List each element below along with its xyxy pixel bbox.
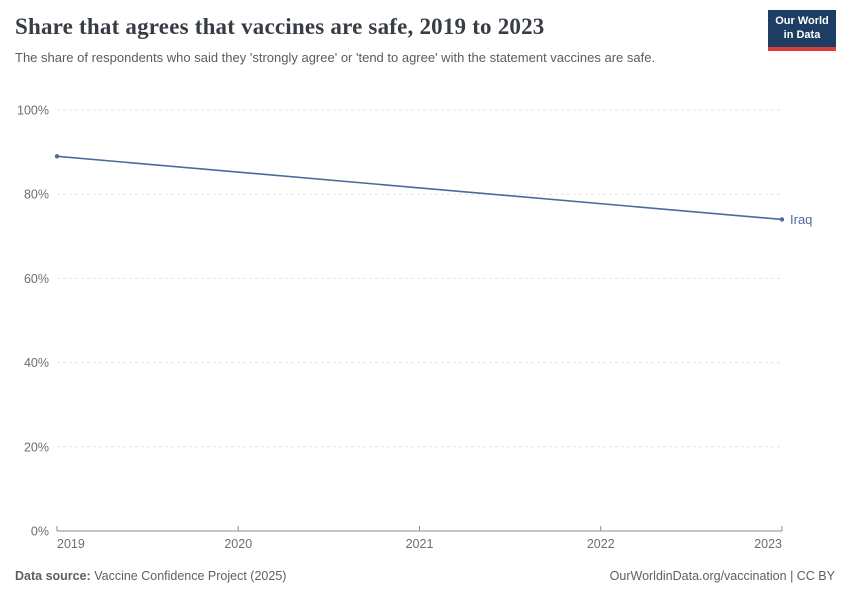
chart-footer: Data source: Vaccine Confidence Project … (15, 569, 835, 583)
data-point-iraq-2023[interactable] (779, 217, 785, 222)
x-tick-label-2022: 2022 (587, 537, 615, 551)
x-tick-label-2021: 2021 (406, 537, 434, 551)
y-tick-label-60: 60% (24, 272, 49, 286)
y-tick-label-100: 100% (17, 104, 49, 118)
data-source-value: Vaccine Confidence Project (2025) (90, 569, 287, 583)
y-tick-label-40: 40% (24, 356, 49, 370)
y-tick-label-20: 20% (24, 440, 49, 454)
data-source: Data source: Vaccine Confidence Project … (15, 569, 286, 583)
chart-title: Share that agrees that vaccines are safe… (15, 14, 545, 39)
owid-logo[interactable]: Our World in Data (768, 10, 836, 51)
series-end-label-iraq[interactable]: Iraq (790, 212, 812, 227)
x-tick-label-2023: 2023 (754, 537, 782, 551)
series-line-iraq[interactable] (56, 155, 783, 221)
data-point-iraq-2019[interactable] (54, 154, 60, 159)
attribution-link[interactable]: OurWorldinData.org/vaccination | CC BY (609, 569, 835, 583)
owid-logo-line1: Our World (775, 15, 829, 27)
y-tick-label-80: 80% (24, 188, 49, 202)
line-chart[interactable]: 0% 20% 40% 60% 80% 100% 2019 2020 2021 2022 2023 Ir… (0, 100, 850, 560)
x-tick-label-2020: 2020 (224, 537, 252, 551)
x-tick-label-2019: 2019 (57, 537, 85, 551)
y-tick-label-0: 0% (31, 525, 49, 539)
chart-subtitle: The share of respondents who said they '… (15, 50, 656, 65)
data-source-label: Data source: (15, 569, 91, 583)
chart-header: Share that agrees that vaccines are safe… (15, 14, 835, 67)
owid-logo-line2: in Data (783, 28, 821, 41)
line-chart-canvas[interactable]: 0% 20% 40% 60% 80% 100% 2019 2020 2021 2022 2023 Ir… (0, 100, 850, 560)
